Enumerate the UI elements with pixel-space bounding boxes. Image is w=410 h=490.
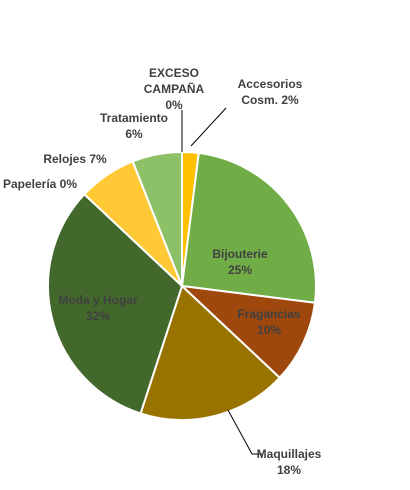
label-line: Accesorios	[238, 77, 303, 91]
leader-line-maquillajes	[227, 409, 262, 455]
label-bijouterie: Bijouterie 25%	[212, 247, 268, 277]
slice-fragancias	[179, 284, 317, 380]
label-line: 32%	[86, 309, 110, 323]
label-line: Cosm. 2%	[241, 93, 299, 107]
label-fragancias: Fragancias 10%	[237, 307, 301, 337]
leader-line-accesorios-cosm	[190, 107, 227, 147]
label-line: Maquillajes	[257, 447, 322, 461]
label-line: CAMPAÑA	[144, 81, 205, 96]
label-line: Moda y Hogar	[58, 293, 138, 307]
slice-moda-y-hogar	[47, 192, 184, 415]
label-line: Tratamiento	[100, 111, 168, 125]
label-papeleria: Papelería 0%	[3, 177, 77, 191]
leader-lines	[181, 107, 262, 455]
slice-maquillajes	[139, 284, 282, 421]
label-line: Papelería 0%	[3, 177, 77, 191]
label-maquillajes: Maquillajes 18%	[257, 447, 322, 477]
label-line: 0%	[165, 98, 183, 112]
slice-bijouterie	[180, 151, 317, 304]
label-line: EXCESO	[149, 66, 199, 80]
label-line: 10%	[257, 323, 281, 337]
label-moda-y-hogar: Moda y Hogar 32%	[58, 293, 138, 323]
label-accesorios-cosm: Accesorios Cosm. 2%	[238, 77, 303, 107]
label-line: 6%	[125, 127, 143, 141]
label-line: 18%	[277, 463, 301, 477]
pie-slices	[47, 150, 317, 421]
label-relojes: Relojes 7%	[43, 152, 107, 166]
label-line: 25%	[228, 263, 252, 277]
label-exceso-campana: EXCESO CAMPAÑA 0%	[144, 66, 205, 112]
label-line: Relojes 7%	[43, 152, 107, 166]
label-tratamiento: Tratamiento 6%	[100, 111, 168, 141]
label-line: Fragancias	[237, 307, 301, 321]
label-line: Bijouterie	[212, 247, 268, 261]
data-labels: Accesorios Cosm. 2% Bijouterie 25% Fragancia…	[3, 66, 322, 477]
